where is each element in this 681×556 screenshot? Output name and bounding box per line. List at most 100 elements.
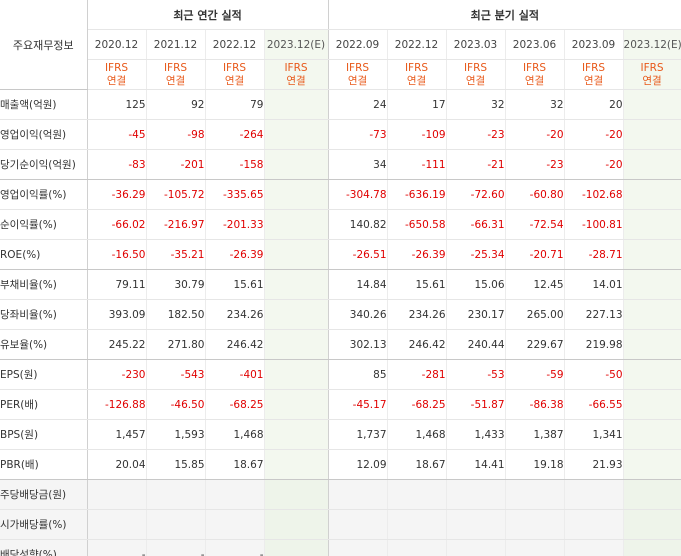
table-cell: 15.61 [205,269,265,300]
table-cell: -543 [146,359,206,390]
table-cell: 140.82 [328,209,388,240]
accounting-standard-label: IFRS [104,61,129,74]
table-cell: -66.31 [446,209,506,240]
table-row: PER(배) -126.88 -46.50 -68.25 -45.17 -68.25 -51… [0,389,681,420]
table-cell: -26.39 [387,239,447,270]
accounting-standard-label: IFRS [463,61,488,74]
table-cell: -281 [387,359,447,390]
period-header-row: 2020.12 2021.12 2022.12 2023.12(E) 2022.09 20… [0,29,681,60]
table-cell: -636.19 [387,179,447,210]
table-cell [623,269,681,300]
table-cell: -66.02 [87,209,147,240]
row-label: EPS(원) [0,359,88,390]
table-row: 부채비율(%) 79.11 30.79 15.61 14.84 15.61 15.06 12.… [0,269,681,300]
annual-period-0: 2020.12 [87,29,147,60]
table-row: 유보율(%) 245.22 271.80 246.42 302.13 246.42 240.… [0,329,681,360]
accounting-standard-label: IFRS [404,61,429,74]
table-cell: -201.33 [205,209,265,240]
table-row: 당기순이익(억원) -83 -201 -158 34 -111 -21 -23 -20 [0,149,681,180]
table-cell [264,449,329,480]
accounting-standard-label: IFRS [640,61,664,74]
table-cell: 14.41 [446,449,506,480]
row-label: 부채비율(%) [0,269,88,300]
table-cell: -73 [328,119,388,150]
table-cell: -335.65 [205,179,265,210]
row-label: PER(배) [0,389,88,420]
table-cell [264,299,329,330]
table-cell: -35.21 [146,239,206,270]
table-cell: -66.55 [564,389,624,420]
table-cell: 1,341 [564,419,624,450]
table-cell [623,149,681,180]
quarterly-accounting-2: IFRS 연결 [446,59,506,90]
quarterly-accounting-1: IFRS 연결 [387,59,447,90]
table-cell: -23 [446,119,506,150]
table-cell: -45.17 [328,389,388,420]
table-cell: -83 [87,149,147,180]
table-cell [623,419,681,450]
consolidation-label: 연결 [583,74,604,87]
table-cell [264,509,329,540]
table-cell [146,509,206,540]
table-cell [564,479,624,510]
table-cell [205,509,265,540]
table-cell: 245.22 [87,329,147,360]
row-label-header: 주요재무정보 [0,0,88,90]
table-cell: - [205,539,265,556]
table-cell: 12.45 [505,269,565,300]
table-cell: -20 [505,119,565,150]
table-cell [328,479,388,510]
table-cell: -53 [446,359,506,390]
table-cell [446,539,506,556]
table-cell: 19.18 [505,449,565,480]
accounting-standard-row: IFRS 연결 IFRS 연결 IFRS 연결 IFRS 연결 IFRS 연결 IFRS 연결 IFRS… [0,59,681,90]
accounting-standard-label: IFRS [522,61,547,74]
table-row: 배당성향(%) - - - [0,539,681,556]
table-cell: -26.39 [205,239,265,270]
quarterly-results-header: 최근 분기 실적 [328,0,681,30]
table-cell [146,479,206,510]
quarterly-accounting-0: IFRS 연결 [328,59,388,90]
table-row: 매출액(억원) 125 92 79 24 17 32 32 20 [0,89,681,120]
table-cell [387,509,447,540]
table-cell: 1,387 [505,419,565,450]
table-cell: -111 [387,149,447,180]
row-label: PBR(배) [0,449,88,480]
table-cell [264,89,329,120]
table-cell: 1,457 [87,419,147,450]
table-cell: 182.50 [146,299,206,330]
table-cell: 15.85 [146,449,206,480]
table-cell: 227.13 [564,299,624,330]
annual-accounting-2: IFRS 연결 [205,59,265,90]
table-cell [264,209,329,240]
table-cell: 1,593 [146,419,206,450]
table-cell: -201 [146,149,206,180]
row-label: 당좌비율(%) [0,299,88,330]
table-cell: 14.84 [328,269,388,300]
table-cell [623,539,681,556]
table-row: 당좌비율(%) 393.09 182.50 234.26 340.26 234.26 230… [0,299,681,330]
table-cell: 32 [505,89,565,120]
table-cell: 1,737 [328,419,388,450]
table-cell [623,179,681,210]
table-cell [623,89,681,120]
table-cell: -50 [564,359,624,390]
table-cell [328,539,388,556]
table-cell: -28.71 [564,239,624,270]
row-label: 매출액(억원) [0,89,88,120]
table-cell: -36.29 [87,179,147,210]
table-cell: -109 [387,119,447,150]
row-label: BPS(원) [0,419,88,450]
table-cell [205,479,265,510]
table-cell: -216.97 [146,209,206,240]
table-cell [328,509,388,540]
table-cell [264,149,329,180]
table-cell: 20.04 [87,449,147,480]
table-cell: 79.11 [87,269,147,300]
annual-period-2: 2022.12 [205,29,265,60]
table-cell [564,539,624,556]
table-cell: -20.71 [505,239,565,270]
row-label: 영업이익률(%) [0,179,88,210]
consolidation-label: 연결 [642,74,662,87]
table-cell: - [87,539,147,556]
